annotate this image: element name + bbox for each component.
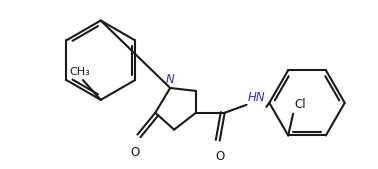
Text: CH₃: CH₃ <box>70 67 90 77</box>
Text: N: N <box>166 73 175 86</box>
Text: Cl: Cl <box>294 98 306 111</box>
Text: O: O <box>131 147 140 160</box>
Text: O: O <box>215 150 225 163</box>
Text: HN: HN <box>248 91 265 104</box>
